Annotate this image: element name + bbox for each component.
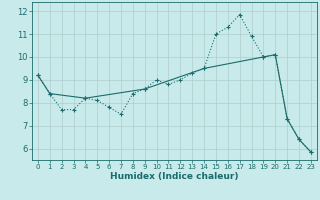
X-axis label: Humidex (Indice chaleur): Humidex (Indice chaleur) [110, 172, 239, 181]
